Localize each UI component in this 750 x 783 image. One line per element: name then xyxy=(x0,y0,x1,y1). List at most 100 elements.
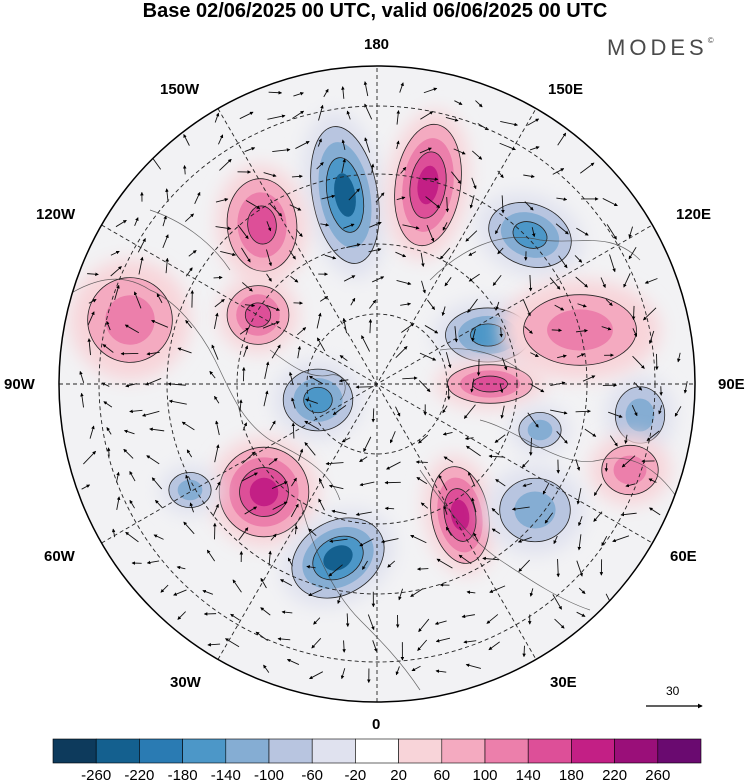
meridian-line xyxy=(217,108,537,660)
wind-arrow xyxy=(188,250,197,257)
lon-label-0: 0 xyxy=(372,716,381,733)
colorbar-swatch xyxy=(225,738,270,764)
wind-arrow xyxy=(527,118,540,126)
wind-arrow xyxy=(185,319,193,329)
wind-arrow xyxy=(341,437,351,443)
wind-arrow xyxy=(177,611,186,620)
wind-arrow xyxy=(268,550,272,566)
wind-arrow xyxy=(467,298,478,313)
wind-arrow xyxy=(337,593,342,605)
anomaly-shade xyxy=(247,205,277,245)
wind-arrow xyxy=(420,252,425,267)
wind-arrow xyxy=(260,607,271,616)
wind-arrow xyxy=(295,141,310,149)
wind-arrow xyxy=(582,375,596,382)
wind-arrow xyxy=(500,405,505,419)
wind-arrow xyxy=(486,614,499,624)
colorbar-tick-label: 140 xyxy=(516,767,541,783)
wind-arrow xyxy=(489,585,506,593)
wind-arrow xyxy=(297,345,302,359)
wind-arrow xyxy=(476,359,481,377)
wind-arrow xyxy=(342,317,348,334)
wind-arrow xyxy=(396,279,412,286)
wind-arrow xyxy=(632,328,638,337)
wind-arrow xyxy=(165,188,169,202)
wind-arrow xyxy=(482,556,499,561)
anomaly-contour xyxy=(303,386,333,414)
colorbar-swatch xyxy=(614,738,659,764)
wind-arrow xyxy=(553,535,558,545)
wind-arrow xyxy=(123,429,135,435)
wind-arrow xyxy=(88,299,97,304)
colorbar-swatch xyxy=(484,738,529,764)
wind-arrow xyxy=(241,472,258,482)
anomaly-contour xyxy=(394,123,462,247)
wind-arrow xyxy=(453,148,466,155)
wind-arrow xyxy=(348,188,360,201)
anomaly-center xyxy=(590,435,670,505)
wind-arrow xyxy=(552,594,562,610)
anomaly-center xyxy=(281,508,395,608)
wind-arrow xyxy=(102,344,114,353)
lon-label-120w: 120W xyxy=(36,206,76,223)
wind-arrow xyxy=(443,505,448,515)
wind-arrow xyxy=(239,399,243,413)
wind-arrow xyxy=(232,579,242,593)
wind-arrow xyxy=(470,378,475,393)
wind-arrow xyxy=(266,273,272,282)
wind-arrow xyxy=(368,247,382,253)
wind-arrow xyxy=(359,481,375,487)
lon-label-30w: 30W xyxy=(170,674,201,691)
wind-arrow xyxy=(628,246,637,260)
wind-arrow xyxy=(151,477,163,490)
colorbar-tick-label: -180 xyxy=(168,767,198,783)
wind-arrow xyxy=(529,588,534,597)
wind-arrow xyxy=(442,432,453,436)
wind-arrow xyxy=(398,588,404,601)
wind-arrow xyxy=(106,447,111,457)
wind-arrow xyxy=(125,383,138,388)
wind-arrow xyxy=(555,223,569,235)
wind-arrow xyxy=(162,215,167,227)
wind-arrow xyxy=(523,174,535,179)
wind-arrow xyxy=(384,506,395,511)
wind-arrow xyxy=(558,255,568,269)
wind-arrow xyxy=(339,355,348,362)
wind-arrow xyxy=(575,459,581,471)
wind-arrow xyxy=(575,329,588,333)
anomaly-center xyxy=(70,260,190,380)
wind-arrow xyxy=(658,405,663,415)
wind-arrow xyxy=(445,526,452,536)
wind-arrow xyxy=(584,428,597,437)
wind-arrow xyxy=(387,560,396,568)
wind-arrow xyxy=(497,247,504,255)
wind-arrow xyxy=(370,163,375,174)
anomaly-contour xyxy=(523,294,637,366)
anomaly-contour xyxy=(488,202,572,268)
anomaly-shade xyxy=(323,545,353,571)
wind-arrow xyxy=(214,112,220,123)
wind-arrow xyxy=(554,618,565,629)
wind-arrow xyxy=(292,110,305,119)
wind-arrow xyxy=(400,166,407,174)
wind-arrow xyxy=(241,282,253,292)
wind-arrow xyxy=(260,577,267,589)
wind-arrow xyxy=(556,558,560,578)
wind-arrow xyxy=(395,406,401,417)
wind-arrow xyxy=(263,664,270,673)
wind-arrow xyxy=(138,256,144,275)
colorbar-tick-label: 260 xyxy=(645,767,670,783)
wind-arrow xyxy=(291,422,296,439)
wind-arrow xyxy=(309,671,324,680)
wind-arrow xyxy=(593,483,603,497)
wind-arrow xyxy=(214,444,220,463)
wind-arrow xyxy=(530,352,539,358)
wind-arrow xyxy=(317,138,322,147)
wind-streamlines xyxy=(79,81,688,684)
wind-arrow xyxy=(488,454,505,459)
wind-arrow xyxy=(628,226,633,239)
wind-arrow xyxy=(255,631,268,642)
wind-arrow xyxy=(343,275,356,282)
wind-arrow xyxy=(400,302,412,306)
wind-arrow xyxy=(244,147,256,153)
